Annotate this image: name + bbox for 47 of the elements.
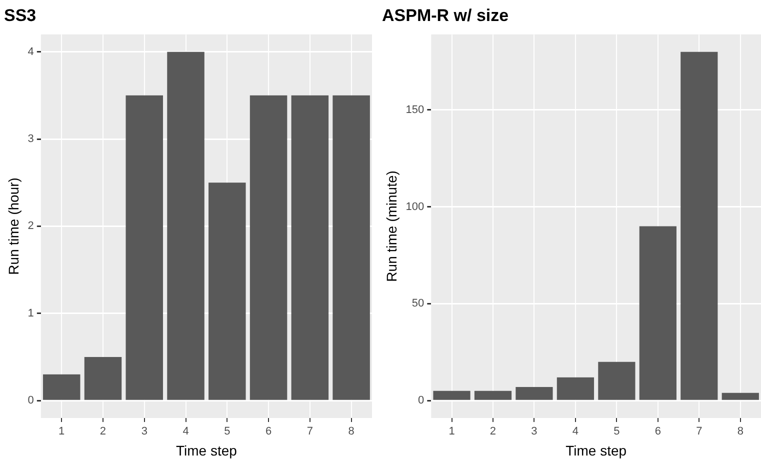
x-tick-label: 7 [696, 426, 702, 438]
x-axis-title: Time step [176, 442, 238, 458]
x-tick-label: 8 [348, 426, 354, 438]
x-tick-label: 6 [265, 426, 272, 438]
x-tick-label: 1 [58, 426, 65, 438]
x-tick-label: 1 [448, 426, 455, 438]
bar [208, 182, 246, 400]
bar [598, 362, 636, 400]
x-tick-label: 5 [224, 426, 230, 438]
chart-title: ASPM-R w/ size [382, 6, 509, 25]
bar [167, 52, 204, 400]
bar [332, 95, 370, 400]
y-tick-label: 0 [418, 394, 424, 407]
x-axis-title: Time step [566, 442, 627, 458]
x-tick-label: 5 [614, 426, 620, 438]
bar [84, 356, 122, 400]
y-tick-label: 2 [28, 220, 34, 232]
chart-title: SS3 [4, 6, 36, 25]
bar [474, 390, 512, 400]
x-tick-label: 4 [572, 426, 579, 438]
y-axis-title: Run time (minute) [383, 170, 400, 282]
y-tick-label: 0 [28, 394, 34, 407]
bar [556, 377, 594, 400]
bar [516, 387, 553, 400]
bar [42, 374, 80, 400]
x-tick-label: 3 [141, 426, 148, 438]
x-tick-label: 8 [737, 426, 744, 438]
y-tick-label: 1 [28, 307, 34, 320]
y-tick-label: 50 [412, 298, 424, 310]
y-axis-title: Run time (hour) [5, 178, 22, 275]
x-tick-label: 7 [306, 426, 313, 438]
bar [433, 390, 470, 400]
y-tick-label: 4 [28, 46, 34, 58]
bar [291, 95, 329, 400]
x-tick-label: 6 [654, 426, 661, 438]
x-tick-label: 3 [531, 426, 538, 438]
bar [250, 95, 288, 400]
y-tick-label: 100 [406, 200, 424, 213]
bar [639, 226, 676, 400]
y-tick-label: 150 [406, 104, 424, 116]
y-tick-label: 3 [28, 133, 34, 146]
x-tick-label: 2 [490, 426, 496, 438]
bar [722, 392, 759, 400]
bar [680, 52, 718, 400]
x-tick-label: 2 [100, 426, 106, 438]
bar [126, 95, 164, 400]
x-tick-label: 4 [182, 426, 189, 438]
